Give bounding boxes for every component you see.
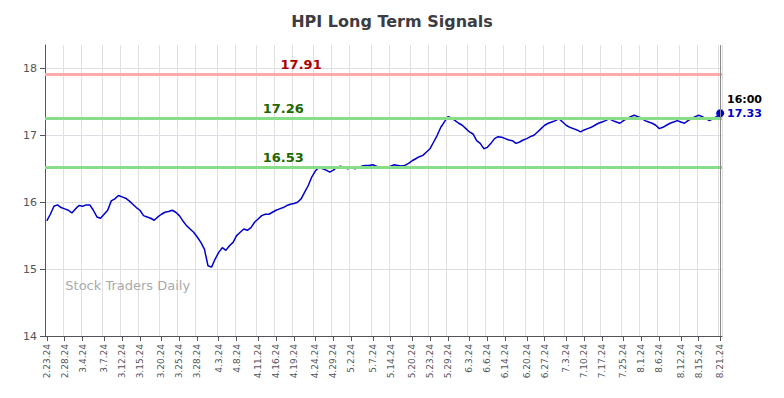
svg-text:17.91: 17.91 [281, 57, 322, 72]
svg-text:5.23.24: 5.23.24 [425, 344, 435, 379]
svg-text:4.11.24: 4.11.24 [253, 344, 263, 379]
svg-text:HPI Long Term Signals: HPI Long Term Signals [291, 12, 493, 31]
svg-text:6.27.24: 6.27.24 [540, 344, 550, 379]
svg-text:6.6.24: 6.6.24 [482, 344, 492, 373]
svg-text:8.21.24: 8.21.24 [715, 344, 725, 379]
svg-text:14: 14 [23, 330, 37, 343]
svg-text:8.15.24: 8.15.24 [694, 344, 704, 379]
svg-text:5.7.24: 5.7.24 [368, 344, 378, 373]
svg-text:4.19.24: 4.19.24 [289, 344, 299, 379]
svg-text:6.14.24: 6.14.24 [500, 344, 510, 379]
svg-text:7.10.24: 7.10.24 [579, 344, 589, 379]
svg-text:8.6.24: 8.6.24 [654, 344, 664, 373]
svg-text:6.3.24: 6.3.24 [464, 344, 474, 373]
svg-text:5.2.24: 5.2.24 [346, 344, 356, 373]
svg-text:17.33: 17.33 [727, 107, 762, 120]
svg-text:3.7.24: 3.7.24 [99, 344, 109, 373]
svg-text:Stock Traders Daily: Stock Traders Daily [65, 278, 190, 293]
svg-text:16: 16 [23, 196, 37, 209]
svg-text:18: 18 [23, 62, 37, 75]
svg-text:4.29.24: 4.29.24 [328, 344, 338, 379]
svg-text:17: 17 [23, 129, 37, 142]
svg-text:17.26: 17.26 [263, 101, 304, 116]
svg-text:7.17.24: 7.17.24 [597, 344, 607, 379]
svg-text:4.24.24: 4.24.24 [310, 344, 320, 379]
svg-text:3.20.24: 3.20.24 [156, 344, 166, 379]
svg-text:7.3.24: 7.3.24 [561, 344, 571, 373]
svg-text:3.28.24: 3.28.24 [192, 344, 202, 379]
svg-text:2.28.24: 2.28.24 [60, 344, 70, 379]
svg-text:5.14.24: 5.14.24 [386, 344, 396, 379]
svg-text:3.25.24: 3.25.24 [174, 344, 184, 379]
svg-text:3.15.24: 3.15.24 [135, 344, 145, 379]
svg-text:4.3.24: 4.3.24 [214, 344, 224, 373]
svg-text:16:00: 16:00 [727, 93, 762, 106]
svg-text:5.20.24: 5.20.24 [407, 344, 417, 379]
svg-text:5.29.24: 5.29.24 [443, 344, 453, 379]
svg-text:3.4.24: 3.4.24 [78, 344, 88, 373]
svg-text:3.12.24: 3.12.24 [117, 344, 127, 379]
svg-text:7.25.24: 7.25.24 [618, 344, 628, 379]
svg-text:2.23.24: 2.23.24 [42, 344, 52, 379]
svg-text:8.1.24: 8.1.24 [636, 344, 646, 373]
svg-text:15: 15 [23, 263, 37, 276]
svg-text:4.16.24: 4.16.24 [271, 344, 281, 379]
svg-text:4.8.24: 4.8.24 [232, 344, 242, 373]
svg-text:6.20.24: 6.20.24 [522, 344, 532, 379]
svg-text:8.12.24: 8.12.24 [676, 344, 686, 379]
svg-text:16.53: 16.53 [263, 150, 304, 165]
